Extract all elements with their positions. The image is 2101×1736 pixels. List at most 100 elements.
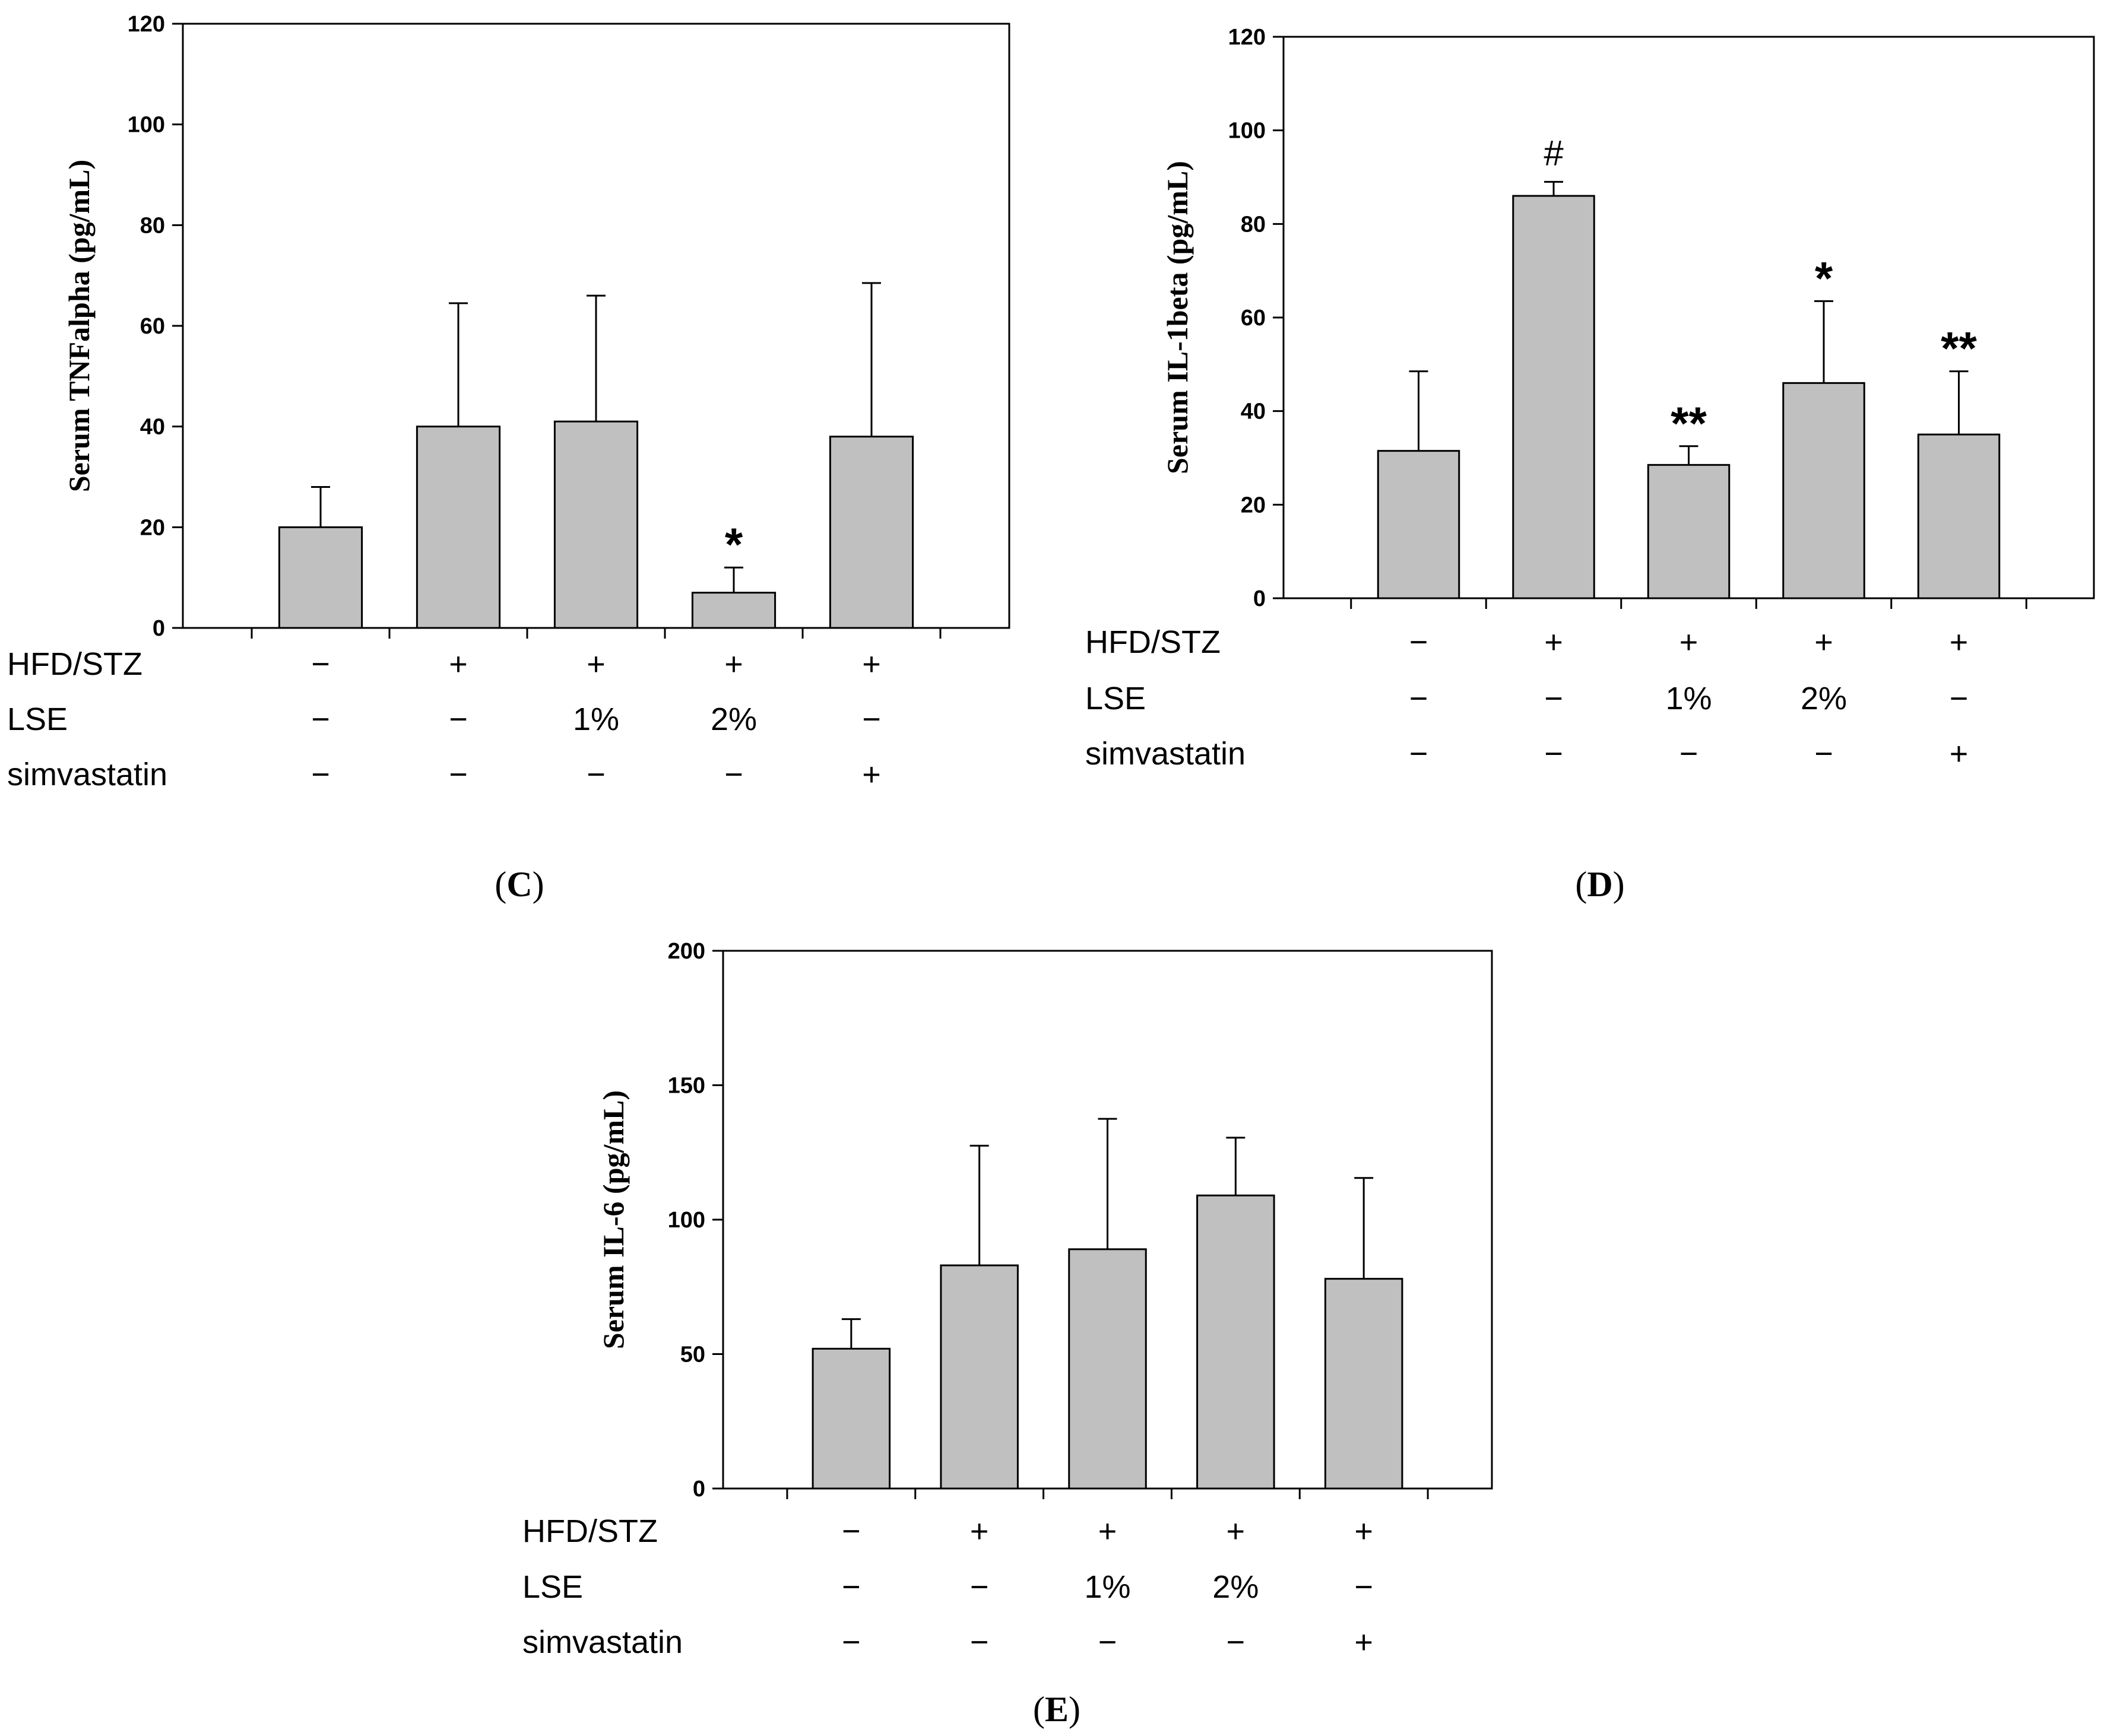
panel-c-chart: 0 20 40 60 80 100 120 Serum TNFalpha (pg/mL) * HF… [7,12,1010,904]
d-condition-cell: 1% [1665,681,1712,716]
d-bar-1 [1377,450,1460,599]
e-y-tick-label: 100 [668,1208,705,1233]
c-bar-3 [553,420,639,629]
e-caption-open: ( [1033,1690,1045,1729]
e-y-tick-label: 150 [668,1074,705,1099]
panel-e-chart: 0 50 100 150 200 Serum IL-6 (pg/mL) HFD/STZ − + +… [522,939,1493,1729]
c-condition-cell: + [587,646,606,682]
d-condition-cell: − [1814,736,1833,772]
d-bar-3 [1647,464,1731,599]
d-significance-5: ** [1941,322,1977,375]
c-caption-open: ( [495,865,506,904]
c-y-tick-label: 60 [140,314,165,339]
e-caption-close: ) [1069,1690,1080,1729]
e-condition-cell: − [1354,1569,1373,1605]
d-y-tick-label: 20 [1241,493,1266,518]
d-y-tick-label: 0 [1253,586,1266,611]
e-condition-label-3: simvastatin [522,1624,683,1660]
c-condition-label-3: simvastatin [7,757,167,792]
c-caption-close: ) [533,865,544,904]
d-y-tick-label: 60 [1241,306,1266,331]
d-condition-cell: − [1544,681,1563,716]
e-bar-5 [1324,1278,1403,1490]
c-condition-cell: − [449,757,468,792]
d-condition-cell: − [1409,681,1428,716]
d-y-tick-label: 80 [1241,212,1266,237]
d-condition-cell: + [1950,736,1969,772]
e-condition-cell: + [970,1513,989,1549]
c-bar-2 [416,426,501,629]
d-condition-label-2: LSE [1085,681,1146,716]
d-y-tick-label: 120 [1228,25,1266,50]
e-condition-cell: + [1227,1513,1246,1549]
d-y-tick-label: 100 [1228,119,1266,144]
e-condition-cell: − [842,1513,861,1549]
c-condition-label-1: HFD/STZ [7,646,142,682]
d-caption-close: ) [1613,865,1625,904]
c-condition-cell: − [311,646,330,682]
c-condition-cell: − [862,702,881,737]
d-significance-2: # [1544,133,1564,173]
c-significance-4: * [725,518,743,570]
c-y-tick-label: 0 [153,616,165,641]
d-y-axis-title: Serum IL-1beta (pg/mL) [1161,161,1194,474]
c-bar-5 [829,436,914,629]
d-caption-letter: D [1587,865,1612,904]
d-significance-3: ** [1671,397,1707,449]
e-y-axis-title: Serum IL-6 (pg/mL) [597,1090,630,1349]
d-bar-5 [1917,433,2001,599]
e-condition-cell: − [842,1624,861,1660]
c-condition-cell: − [724,757,743,792]
e-caption-letter: E [1045,1690,1069,1729]
d-significance-4: * [1815,252,1833,304]
c-condition-cell: + [862,646,881,682]
e-condition-cell: + [1354,1513,1373,1549]
e-condition-cell: − [1227,1624,1246,1660]
c-condition-cell: + [449,646,468,682]
e-condition-cell: 1% [1084,1569,1130,1605]
e-condition-label-2: LSE [522,1569,583,1605]
d-y-tick-label: 40 [1241,399,1266,424]
e-panel-caption: (E) [1033,1690,1080,1729]
d-condition-cell: − [1409,736,1428,772]
c-condition-label-2: LSE [7,702,68,737]
d-panel-caption: (D) [1575,865,1624,904]
d-condition-cell: − [1409,624,1428,660]
d-condition-cell: − [1544,736,1563,772]
e-condition-cell: + [1354,1624,1373,1660]
c-bar-1 [278,526,363,629]
c-condition-cell: + [724,646,743,682]
e-y-tick-label: 50 [680,1343,705,1367]
c-condition-cell: − [449,702,468,737]
c-panel-caption: (C) [495,865,544,904]
c-condition-cell: − [587,757,606,792]
e-condition-cell: − [842,1569,861,1605]
e-condition-cell: − [970,1569,989,1605]
c-condition-cell: − [311,702,330,737]
d-condition-cell: + [1544,624,1563,660]
e-bar-1 [812,1347,891,1490]
d-bar-4 [1782,382,1865,599]
e-condition-cell: − [1098,1624,1117,1660]
c-condition-cell: − [311,757,330,792]
c-condition-cell: 2% [711,702,757,737]
d-condition-label-1: HFD/STZ [1085,624,1221,660]
e-y-tick-label: 0 [693,1477,705,1502]
e-condition-cell: − [970,1624,989,1660]
c-bar-4 [691,592,777,629]
c-y-tick-label: 120 [128,12,165,37]
e-bar-4 [1196,1194,1275,1490]
e-condition-cell: + [1098,1513,1117,1549]
d-bar-2 [1512,195,1595,599]
c-y-tick-label: 20 [140,515,165,540]
c-y-axis-title: Serum TNFalpha (pg/mL) [62,160,96,492]
c-y-tick-label: 80 [140,213,165,238]
d-condition-cell: + [1950,624,1969,660]
e-y-tick-label: 200 [668,939,705,964]
d-condition-cell: − [1950,681,1969,716]
c-condition-cell: 1% [573,702,619,737]
c-y-tick-label: 40 [140,415,165,440]
d-condition-label-3: simvastatin [1085,736,1246,772]
d-condition-cell: + [1814,624,1833,660]
